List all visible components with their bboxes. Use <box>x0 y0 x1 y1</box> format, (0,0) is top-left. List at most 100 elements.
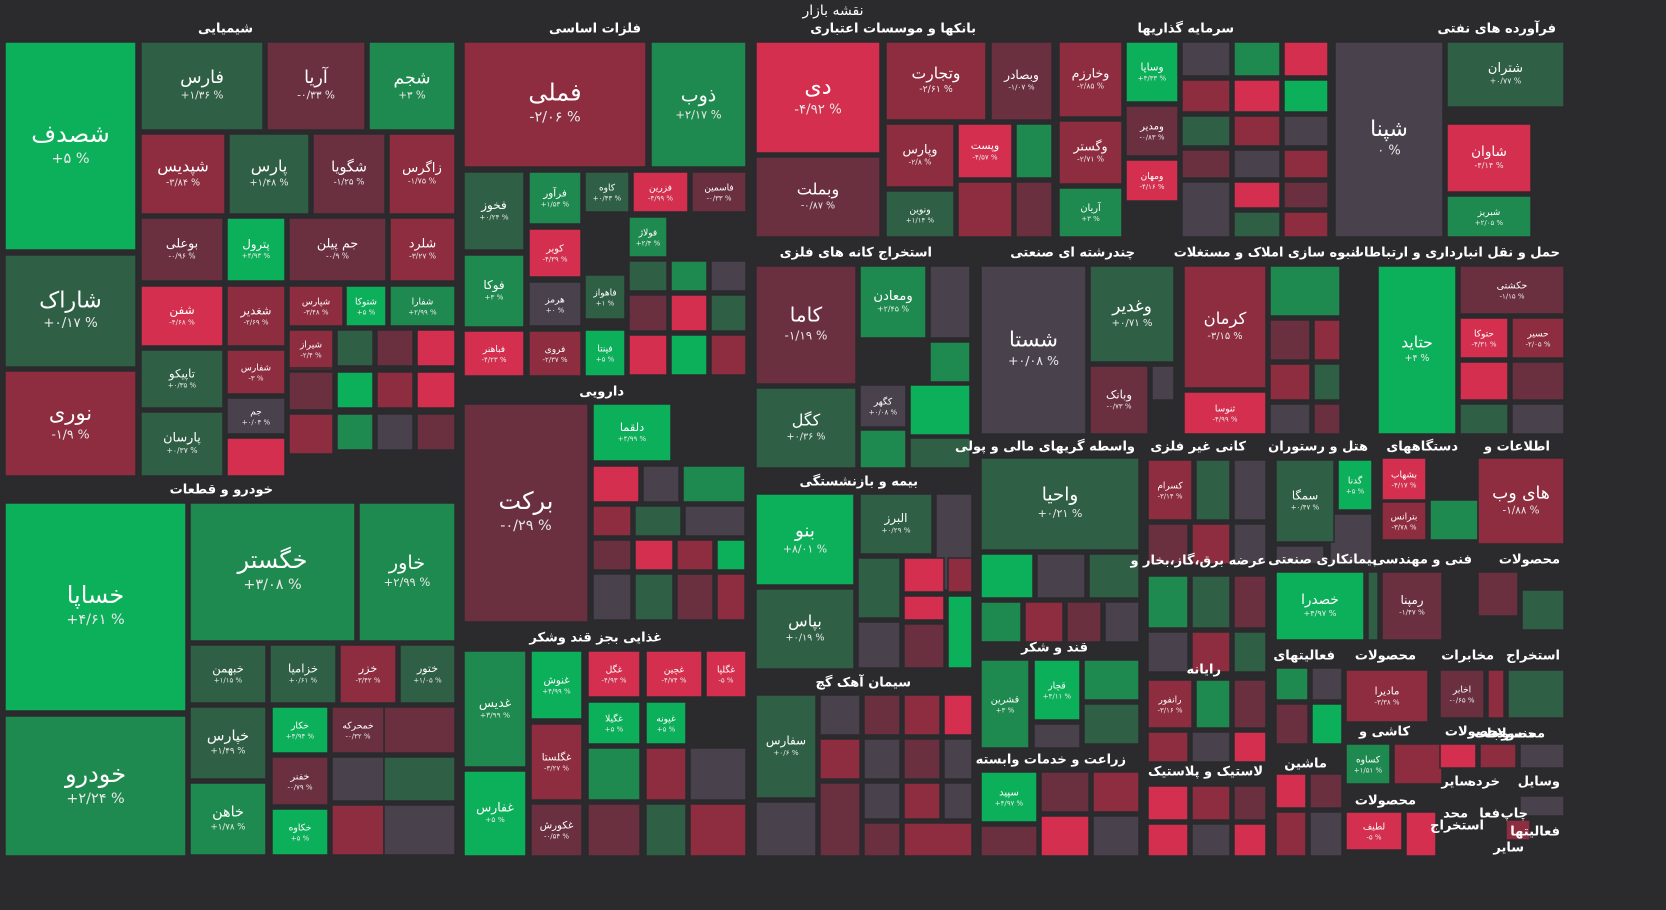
stock-tile[interactable] <box>4 370 137 477</box>
stock-tile[interactable] <box>528 330 582 377</box>
stock-tile[interactable] <box>331 706 385 754</box>
stock-tile[interactable] <box>859 493 933 555</box>
stock-tile[interactable] <box>226 217 286 282</box>
stock-tile[interactable] <box>885 123 955 188</box>
stock-tile[interactable] <box>592 403 672 462</box>
stock-tile[interactable] <box>1345 811 1403 851</box>
stock-tile[interactable] <box>632 171 689 213</box>
stock-tile[interactable] <box>530 723 583 801</box>
stock-tile[interactable] <box>140 41 264 131</box>
stock-tile[interactable] <box>1089 265 1175 363</box>
stock-tile[interactable] <box>1381 501 1427 541</box>
stock-tile[interactable] <box>463 41 647 168</box>
stock-tile[interactable] <box>755 694 817 799</box>
stock-tile[interactable] <box>271 706 329 754</box>
stock-tile[interactable] <box>1183 265 1267 389</box>
stock-tile[interactable] <box>288 329 334 369</box>
stock-tile[interactable] <box>528 228 582 278</box>
stock-tile[interactable] <box>4 41 137 251</box>
stock-tile[interactable] <box>1511 317 1565 359</box>
stock-tile[interactable] <box>189 644 267 704</box>
stock-tile[interactable] <box>1345 669 1429 723</box>
stock-tile[interactable] <box>584 274 626 320</box>
stock-tile[interactable] <box>1058 120 1123 185</box>
stock-tile[interactable] <box>463 254 525 328</box>
stock-tile[interactable] <box>226 397 286 435</box>
stock-tile[interactable] <box>755 493 855 586</box>
stock-tile[interactable] <box>269 644 337 704</box>
stock-tile[interactable] <box>1334 41 1444 238</box>
stock-tile[interactable] <box>189 782 267 856</box>
stock-tile[interactable] <box>312 133 386 215</box>
stock-tile[interactable] <box>980 457 1140 551</box>
stock-tile[interactable] <box>140 349 224 409</box>
stock-tile[interactable] <box>358 502 456 642</box>
stock-tile[interactable] <box>1345 743 1391 785</box>
stock-tile[interactable] <box>1446 41 1565 108</box>
stock-tile[interactable] <box>885 190 955 238</box>
stock-tile[interactable] <box>463 171 525 251</box>
stock-tile[interactable] <box>1377 265 1457 435</box>
stock-tile[interactable] <box>1147 679 1193 729</box>
stock-tile[interactable] <box>1058 187 1123 238</box>
stock-tile[interactable] <box>389 217 456 282</box>
stock-tile[interactable] <box>368 41 456 131</box>
stock-tile[interactable] <box>1459 317 1509 359</box>
stock-tile[interactable] <box>1275 459 1335 543</box>
stock-tile[interactable] <box>339 644 397 704</box>
stock-tile[interactable] <box>587 650 641 698</box>
stock-tile[interactable] <box>288 217 387 282</box>
stock-tile[interactable] <box>755 41 881 154</box>
stock-tile[interactable] <box>755 156 881 238</box>
stock-tile[interactable] <box>530 650 583 720</box>
stock-tile[interactable] <box>1446 195 1532 238</box>
stock-tile[interactable] <box>990 41 1053 121</box>
stock-tile[interactable] <box>755 387 857 469</box>
stock-tile[interactable] <box>226 285 286 347</box>
stock-tile[interactable] <box>584 171 630 213</box>
stock-tile[interactable] <box>271 756 329 806</box>
stock-tile[interactable] <box>1439 669 1485 719</box>
stock-tile[interactable] <box>266 41 366 131</box>
stock-tile[interactable] <box>140 411 224 477</box>
stock-tile[interactable] <box>271 808 329 856</box>
stock-tile[interactable] <box>226 349 286 395</box>
stock-tile[interactable] <box>288 285 344 327</box>
stock-tile[interactable] <box>1125 159 1179 202</box>
stock-tile[interactable] <box>189 706 267 780</box>
stock-tile[interactable] <box>691 171 747 213</box>
stock-tile[interactable] <box>388 133 456 215</box>
stock-tile[interactable] <box>189 502 356 642</box>
stock-tile[interactable] <box>345 285 387 327</box>
stock-tile[interactable] <box>140 285 224 347</box>
stock-tile[interactable] <box>980 659 1030 749</box>
stock-tile[interactable] <box>628 216 668 258</box>
stock-tile[interactable] <box>587 701 641 745</box>
stock-tile[interactable] <box>859 265 927 339</box>
stock-tile[interactable] <box>530 803 583 857</box>
stock-tile[interactable] <box>584 329 626 377</box>
stock-tile[interactable] <box>4 715 187 857</box>
stock-tile[interactable] <box>1089 365 1149 435</box>
stock-tile[interactable] <box>705 650 747 698</box>
stock-tile[interactable] <box>650 41 747 168</box>
stock-tile[interactable] <box>1125 105 1179 157</box>
stock-tile[interactable] <box>859 384 907 428</box>
stock-tile[interactable] <box>4 502 187 712</box>
stock-tile[interactable] <box>1058 41 1123 118</box>
stock-tile[interactable] <box>1147 459 1193 521</box>
stock-tile[interactable] <box>1381 457 1427 501</box>
stock-tile[interactable] <box>957 123 1013 179</box>
stock-tile[interactable] <box>980 265 1087 435</box>
stock-tile[interactable] <box>389 285 456 327</box>
stock-tile[interactable] <box>528 171 582 225</box>
stock-tile[interactable] <box>140 217 224 282</box>
stock-tile[interactable] <box>1033 659 1081 721</box>
stock-tile[interactable] <box>980 771 1038 823</box>
stock-tile[interactable] <box>4 254 137 368</box>
stock-tile[interactable] <box>1275 571 1365 641</box>
stock-tile[interactable] <box>228 133 310 215</box>
stock-tile[interactable] <box>755 588 855 670</box>
stock-tile[interactable] <box>140 133 226 215</box>
stock-tile[interactable] <box>1446 123 1532 193</box>
